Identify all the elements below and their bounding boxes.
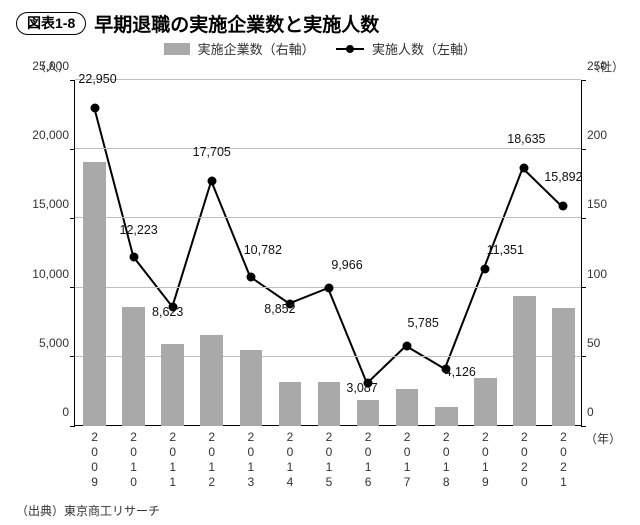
line-marker: [90, 104, 99, 113]
value-label: 22,950: [78, 72, 116, 86]
left-tick: [70, 356, 75, 357]
x-tick-label: 2009: [88, 430, 102, 490]
bar: [161, 344, 184, 426]
left-tick: [70, 287, 75, 288]
right-tick: [581, 149, 586, 150]
bar: [513, 296, 536, 426]
line-marker: [207, 176, 216, 185]
value-label: 4,126: [445, 365, 476, 379]
bar: [357, 400, 380, 426]
left-tick: [70, 426, 75, 427]
right-tick-label: 100: [587, 267, 607, 281]
line-marker: [129, 252, 138, 261]
x-tick-label: 2019: [478, 430, 492, 490]
right-tick: [581, 287, 586, 288]
left-tick-label: 20,000: [32, 128, 69, 142]
line-marker: [246, 272, 255, 281]
chart-legend: 実施企業数（右軸） 実施人数（左軸）: [16, 39, 624, 58]
bar: [279, 382, 302, 426]
x-tick-label: 2014: [283, 430, 297, 490]
grid-line: [75, 148, 581, 149]
line-marker: [520, 164, 529, 173]
left-tick-label: 5,000: [39, 336, 69, 350]
value-label: 10,782: [244, 243, 282, 257]
source-citation: （出典）東京商工リサーチ: [16, 502, 160, 519]
x-tick-label: 2013: [244, 430, 258, 490]
right-tick: [581, 426, 586, 427]
legend-line-swatch: [336, 48, 364, 50]
bar: [552, 308, 575, 426]
left-tick-label: 25,000: [32, 59, 69, 73]
value-label: 8,623: [152, 305, 183, 319]
x-tick-label: 2017: [400, 430, 414, 490]
left-tick-label: 0: [62, 405, 69, 419]
bar: [435, 407, 458, 426]
x-tick-label: 2010: [127, 430, 141, 490]
grid-line: [75, 217, 581, 218]
right-tick: [581, 218, 586, 219]
line-marker: [325, 284, 334, 293]
line-marker: [481, 264, 490, 273]
left-tick: [70, 149, 75, 150]
left-tick: [70, 80, 75, 81]
line-marker: [403, 341, 412, 350]
value-label: 3,087: [346, 381, 377, 395]
x-tick-label: 2021: [556, 430, 570, 490]
value-label: 5,785: [408, 316, 439, 330]
value-label: 8,852: [264, 302, 295, 316]
grid-line: [75, 79, 581, 80]
x-tick-label: 2016: [361, 430, 375, 490]
title-row: 図表1-8 早期退職の実施企業数と実施人数: [16, 10, 624, 37]
right-tick-label: 150: [587, 197, 607, 211]
legend-bar-swatch: [164, 43, 190, 55]
x-tick-label: 2020: [517, 430, 531, 490]
value-label: 12,223: [119, 223, 157, 237]
bar: [83, 162, 106, 426]
line-marker: [559, 202, 568, 211]
plot-region: 005,0005010,00010015,00015020,00020025,0…: [74, 80, 582, 426]
left-tick: [70, 218, 75, 219]
bar: [318, 382, 341, 426]
grid-line: [75, 356, 581, 357]
figure-label-badge: 図表1-8: [16, 12, 86, 36]
x-tick-label: 2012: [205, 430, 219, 490]
x-axis-unit: （年）: [585, 430, 621, 447]
figure-title: 早期退職の実施企業数と実施人数: [94, 10, 379, 37]
right-tick: [581, 80, 586, 81]
value-label: 17,705: [193, 145, 231, 159]
x-tick-label: 2011: [166, 430, 180, 490]
x-tick-label: 2018: [439, 430, 453, 490]
value-label: 11,351: [487, 243, 524, 257]
left-tick-label: 15,000: [32, 197, 69, 211]
right-tick-label: 250: [587, 59, 607, 73]
x-tick-label: 2015: [322, 430, 336, 490]
value-label: 18,635: [507, 132, 545, 146]
bar: [200, 335, 223, 426]
right-tick-label: 200: [587, 128, 607, 142]
right-tick-label: 0: [587, 405, 594, 419]
right-tick: [581, 356, 586, 357]
right-tick-label: 50: [587, 336, 600, 350]
value-label: 15,892: [544, 170, 582, 184]
left-tick-label: 10,000: [32, 267, 69, 281]
bar: [240, 350, 263, 426]
bar: [122, 307, 145, 426]
legend-line-label: 実施人数（左軸）: [372, 42, 476, 57]
figure-container: 図表1-8 早期退職の実施企業数と実施人数 実施企業数（右軸） 実施人数（左軸）…: [0, 0, 640, 525]
bar: [474, 378, 497, 426]
chart-area: （人） （社） 005,0005010,00010015,00015020,00…: [16, 58, 624, 478]
value-label: 9,966: [331, 258, 362, 272]
legend-bar-label: 実施企業数（右軸）: [198, 42, 315, 57]
bar: [396, 389, 419, 426]
